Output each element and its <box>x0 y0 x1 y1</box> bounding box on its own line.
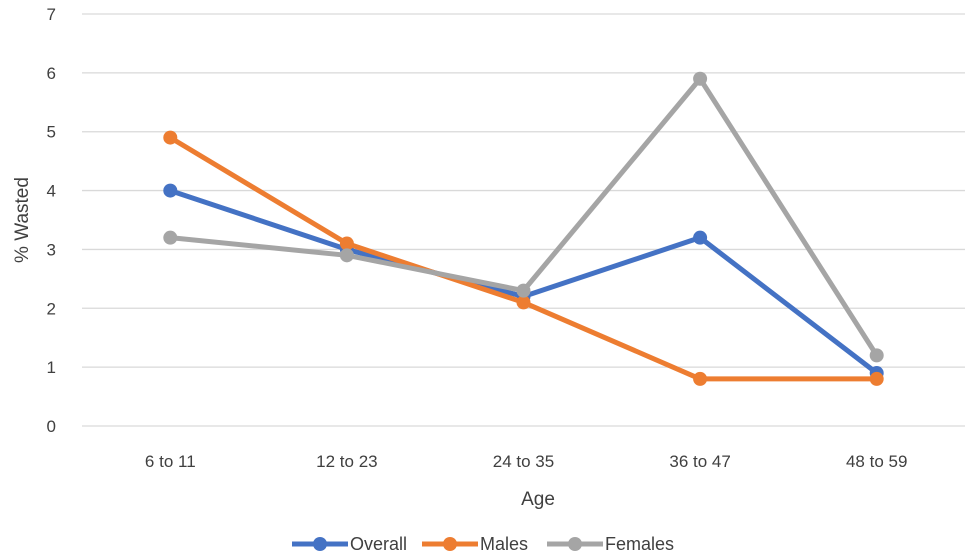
x-tick-label: 36 to 47 <box>669 452 730 471</box>
y-tick-label: 4 <box>47 182 56 201</box>
data-point <box>339 248 354 263</box>
data-point <box>693 371 708 386</box>
x-tick-label: 12 to 23 <box>316 452 377 471</box>
series-line <box>167 188 880 376</box>
series-lines <box>163 71 884 386</box>
series-line <box>167 76 880 358</box>
series-line <box>167 135 880 382</box>
legend-label: Males <box>480 534 528 554</box>
data-point <box>869 371 884 386</box>
legend-marker <box>313 537 327 551</box>
legend-label: Females <box>605 534 674 554</box>
x-axis-ticks: 6 to 11 12 to 23 24 to 35 36 to 47 48 to 59 <box>145 452 907 471</box>
y-tick-label: 7 <box>47 5 56 24</box>
x-axis-title: Age <box>521 489 555 510</box>
legend-marker <box>568 537 582 551</box>
data-point <box>693 230 708 245</box>
gridlines <box>82 13 965 427</box>
data-point <box>516 283 531 298</box>
x-tick-label: 48 to 59 <box>846 452 907 471</box>
series-overall <box>163 183 884 381</box>
data-point <box>869 348 884 363</box>
data-point <box>693 71 708 86</box>
data-point <box>163 230 178 245</box>
y-tick-label: 3 <box>47 240 56 259</box>
y-tick-label: 2 <box>47 299 56 318</box>
y-axis-title: % Wasted <box>12 177 33 263</box>
legend-marker <box>443 537 457 551</box>
y-tick-label: 1 <box>47 358 56 377</box>
legend-item-males: Males <box>422 534 528 554</box>
data-point <box>163 130 178 145</box>
data-point <box>516 295 531 310</box>
legend-label: Overall <box>350 534 407 554</box>
data-point <box>339 236 354 251</box>
series-males <box>163 130 884 386</box>
x-tick-label: 6 to 11 <box>145 452 196 471</box>
legend: Overall Males Females <box>292 534 674 554</box>
series-females <box>163 71 884 363</box>
y-tick-label: 0 <box>47 417 56 436</box>
y-tick-label: 6 <box>47 64 56 83</box>
legend-item-overall: Overall <box>292 534 407 554</box>
legend-item-females: Females <box>547 534 674 554</box>
data-point <box>163 183 178 198</box>
y-tick-label: 5 <box>47 123 56 142</box>
y-axis-ticks: 0 1 2 3 4 5 6 7 <box>47 5 56 436</box>
x-tick-label: 24 to 35 <box>493 452 554 471</box>
